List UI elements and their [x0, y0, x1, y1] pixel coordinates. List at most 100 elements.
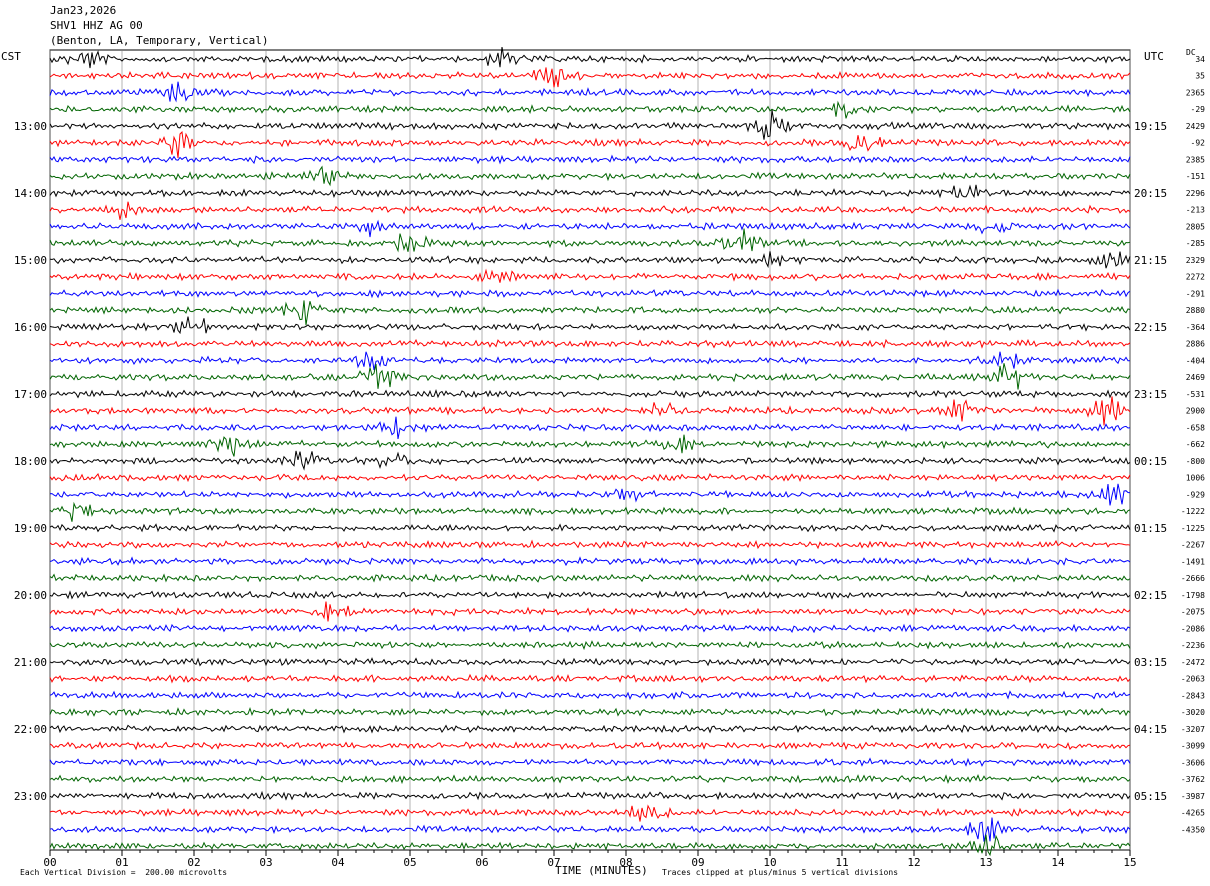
- right-time-label: 23:15: [1134, 388, 1167, 401]
- trace-line: [49, 690, 1131, 701]
- trace-line: [49, 416, 1131, 439]
- left-time-label: 18:00: [14, 455, 47, 468]
- trace-line: [49, 47, 1131, 69]
- trace-line: [49, 590, 1131, 600]
- left-time-label: 19:00: [14, 522, 47, 535]
- trace-line: [49, 316, 1131, 335]
- trace-line: [49, 556, 1131, 567]
- trace-line: [49, 501, 1131, 522]
- right-time-label: 19:15: [1134, 120, 1167, 133]
- x-tick-label: 14: [1051, 856, 1065, 869]
- right-time-label: 20:15: [1134, 187, 1167, 200]
- right-time-label: 01:15: [1134, 522, 1167, 535]
- dc-offset-label: -4265: [1181, 809, 1205, 818]
- left-time-label: 16:00: [14, 321, 47, 334]
- trace-line: [49, 434, 1131, 457]
- x-tick-label: 03: [259, 856, 272, 869]
- trace-line: [49, 201, 1131, 220]
- right-timezone-label: UTC: [1144, 50, 1164, 63]
- left-time-label: 14:00: [14, 187, 47, 200]
- trace-line: [49, 363, 1131, 390]
- trace-line: [49, 251, 1131, 269]
- trace-line: [49, 100, 1131, 119]
- right-time-label: 04:15: [1134, 723, 1167, 736]
- trace-line: [49, 338, 1131, 349]
- x-tick-label: 10: [763, 856, 776, 869]
- dc-offset-label: 2296: [1186, 189, 1205, 198]
- x-tick-label: 11: [835, 856, 848, 869]
- trace-line: [49, 67, 1131, 88]
- x-tick-label: 06: [475, 856, 488, 869]
- dc-offset-label: -3099: [1181, 742, 1205, 751]
- dc-offset-label: -213: [1186, 206, 1205, 215]
- x-tick-label: 08: [619, 856, 632, 869]
- dc-offset-label: 2900: [1186, 407, 1205, 416]
- dc-offset-label: -658: [1186, 423, 1205, 432]
- dc-offset-label: -3207: [1181, 725, 1205, 734]
- trace-line: [49, 184, 1131, 199]
- dc-offset-label: 2469: [1186, 373, 1205, 382]
- left-time-label: 15:00: [14, 254, 47, 267]
- x-tick-label: 01: [115, 856, 128, 869]
- dc-offset-label: 2886: [1186, 340, 1205, 349]
- dc-offset-label: 2805: [1186, 222, 1205, 231]
- trace-line: [49, 706, 1131, 717]
- header-station: SHV1 HHZ AG 00: [50, 19, 143, 32]
- dc-offset-label: 2272: [1186, 273, 1205, 282]
- dc-offset-label: -2075: [1181, 608, 1205, 617]
- trace-line: [49, 483, 1131, 506]
- dc-offset-label: -531: [1186, 390, 1205, 399]
- dc-offset-label: -92: [1191, 139, 1206, 148]
- trace-line: [49, 804, 1131, 822]
- trace-line: [49, 396, 1131, 426]
- trace-line: [49, 741, 1131, 751]
- trace-line: [49, 472, 1131, 483]
- trace-line: [49, 109, 1131, 140]
- dc-offset-label: -3762: [1181, 775, 1205, 784]
- trace-line: [49, 154, 1131, 165]
- left-time-label: 20:00: [14, 589, 47, 602]
- x-tick-label: 02: [187, 856, 200, 869]
- left-time-label: 23:00: [14, 790, 47, 803]
- right-time-label: 21:15: [1134, 254, 1167, 267]
- dc-offset-label: -1491: [1181, 557, 1205, 566]
- dc-offset-label: -4350: [1181, 825, 1205, 834]
- trace-line: [49, 657, 1131, 667]
- trace-line: [49, 219, 1131, 238]
- trace-line: [49, 834, 1131, 857]
- trace-line: [49, 774, 1131, 785]
- right-time-label: 00:15: [1134, 455, 1167, 468]
- dc-offset-label: -2843: [1181, 691, 1205, 700]
- clip-note: Traces clipped at plus/minus 5 vertical …: [662, 868, 899, 877]
- dc-offset-label: -3987: [1181, 792, 1205, 801]
- right-time-label: 03:15: [1134, 656, 1167, 669]
- trace-line: [49, 790, 1131, 801]
- dc-offset-label: -291: [1186, 289, 1205, 298]
- trace-line: [49, 165, 1131, 187]
- dc-offset-label: -2086: [1181, 624, 1205, 633]
- dc-offset-label: -929: [1186, 490, 1205, 499]
- dc-offset-label: 35: [1195, 72, 1205, 81]
- trace-line: [49, 450, 1131, 471]
- trace-line: [49, 228, 1131, 253]
- dc-offset-label: 34: [1195, 55, 1205, 64]
- trace-line: [49, 539, 1131, 550]
- x-tick-label: 07: [547, 856, 560, 869]
- dc-offset-label: -1222: [1181, 507, 1205, 516]
- dc-offset-label: -3606: [1181, 758, 1205, 767]
- right-time-label: 22:15: [1134, 321, 1167, 334]
- dc-offset-label: -151: [1186, 172, 1205, 181]
- trace-line: [49, 81, 1131, 103]
- trace-line: [49, 724, 1131, 734]
- dc-offset-label: -2666: [1181, 574, 1205, 583]
- dc-label: DC: [1186, 48, 1196, 57]
- dc-offset-label: -2063: [1181, 675, 1205, 684]
- trace-line: [49, 673, 1131, 684]
- dc-offset-label: 1006: [1186, 474, 1205, 483]
- left-time-label: 13:00: [14, 120, 47, 133]
- dc-offset-label: -1798: [1181, 591, 1205, 600]
- trace-line: [49, 623, 1131, 634]
- right-time-label: 05:15: [1134, 790, 1167, 803]
- x-tick-label: 13: [979, 856, 992, 869]
